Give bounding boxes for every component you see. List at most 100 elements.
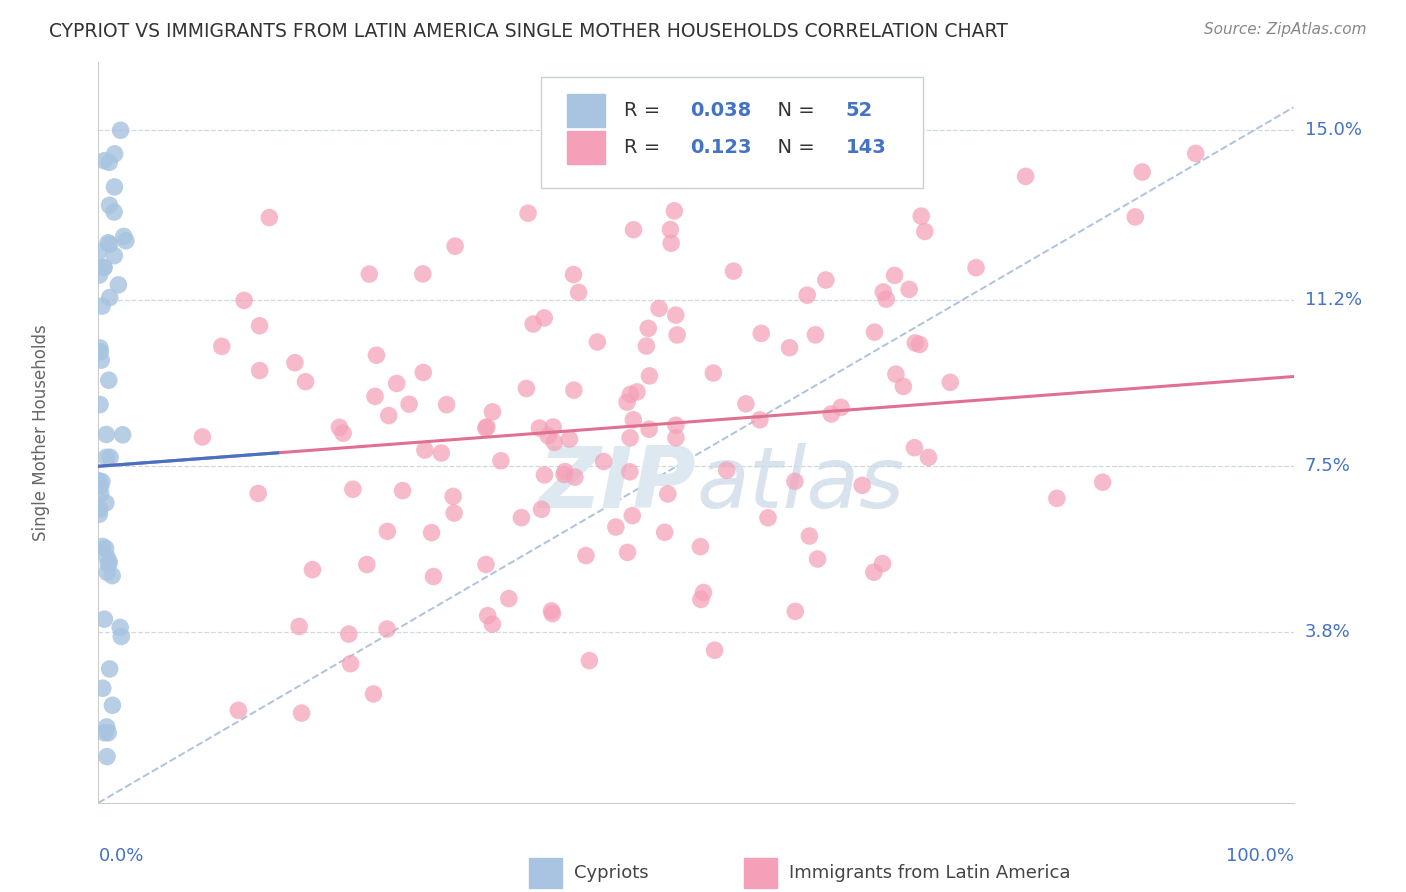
Point <box>553 467 575 482</box>
Point <box>110 629 132 643</box>
Point <box>97 373 120 387</box>
Point <box>578 654 600 668</box>
Text: 3.8%: 3.8% <box>1305 624 1350 641</box>
Point <box>851 478 873 492</box>
Point <box>657 487 679 501</box>
Point <box>284 356 307 370</box>
Point <box>89 341 111 355</box>
Point <box>806 552 828 566</box>
Point <box>664 203 686 218</box>
Point <box>533 310 555 325</box>
Point <box>619 431 641 445</box>
Bar <box>567 94 605 128</box>
Point <box>89 507 111 521</box>
Point <box>385 376 408 391</box>
Text: 7.5%: 7.5% <box>1305 458 1351 475</box>
Point <box>93 153 115 168</box>
Point <box>541 420 564 434</box>
Point <box>378 409 401 423</box>
Point <box>211 339 233 353</box>
Point <box>90 487 112 501</box>
Point <box>91 681 114 696</box>
Point <box>564 470 586 484</box>
Text: 100.0%: 100.0% <box>1226 847 1294 865</box>
Point <box>783 475 806 489</box>
Point <box>702 366 724 380</box>
Point <box>115 234 138 248</box>
Point <box>530 502 553 516</box>
Text: ZIP: ZIP <box>538 443 696 526</box>
Point <box>638 368 661 383</box>
Point <box>412 267 434 281</box>
Point <box>1130 165 1153 179</box>
Point <box>94 541 117 556</box>
Point <box>337 627 360 641</box>
Bar <box>567 131 605 164</box>
Point <box>785 604 807 618</box>
Point <box>422 569 444 583</box>
Point <box>689 592 711 607</box>
Point <box>498 591 520 606</box>
Point <box>735 397 758 411</box>
Point <box>820 407 842 421</box>
Point <box>692 585 714 599</box>
Point <box>430 446 453 460</box>
Bar <box>529 858 562 888</box>
Point <box>572 121 595 136</box>
Point <box>436 398 458 412</box>
Point <box>375 622 398 636</box>
Point <box>619 387 641 401</box>
Point <box>703 643 725 657</box>
Point <box>481 405 503 419</box>
Point <box>359 267 381 281</box>
Text: 0.123: 0.123 <box>690 138 751 157</box>
Point <box>748 413 770 427</box>
Point <box>481 617 503 632</box>
Point <box>1184 146 1206 161</box>
Point <box>475 421 498 435</box>
Point <box>90 475 112 489</box>
Point <box>665 418 688 433</box>
Point <box>756 511 779 525</box>
Point <box>96 749 118 764</box>
Point <box>104 147 127 161</box>
Text: 0.038: 0.038 <box>690 101 751 120</box>
Point <box>228 703 250 717</box>
Point <box>89 502 111 516</box>
Point <box>98 450 121 465</box>
Point <box>575 549 598 563</box>
Point <box>420 525 443 540</box>
Point <box>1046 491 1069 506</box>
Point <box>804 327 827 342</box>
Point <box>654 525 676 540</box>
Point <box>665 308 688 322</box>
Point <box>558 432 581 446</box>
Point <box>637 321 659 335</box>
Text: Immigrants from Latin America: Immigrants from Latin America <box>789 864 1071 882</box>
Point <box>249 363 271 377</box>
Point <box>96 427 118 442</box>
Point <box>904 335 927 350</box>
Point <box>342 483 364 497</box>
Point <box>796 167 818 181</box>
Point <box>533 467 555 482</box>
Point <box>1123 210 1146 224</box>
Point <box>910 209 932 223</box>
Point <box>872 285 894 299</box>
Point <box>110 123 132 137</box>
Text: R =: R = <box>624 138 673 157</box>
Point <box>91 540 114 554</box>
Point <box>522 317 544 331</box>
Point <box>965 260 987 275</box>
Point <box>96 550 118 565</box>
Text: 15.0%: 15.0% <box>1305 120 1361 139</box>
FancyBboxPatch shape <box>541 78 922 188</box>
Point <box>107 277 129 292</box>
Point <box>723 264 745 278</box>
Text: 52: 52 <box>845 101 873 120</box>
Point <box>98 237 121 252</box>
Point <box>543 435 565 450</box>
Point <box>665 431 688 445</box>
Point <box>917 450 939 465</box>
Point <box>97 235 120 250</box>
